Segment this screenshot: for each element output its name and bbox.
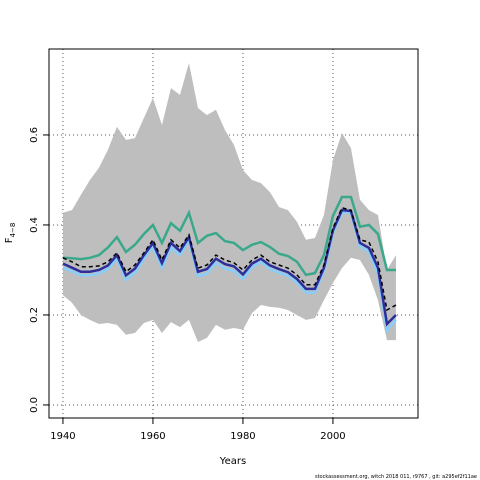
x-tick-label: 1960 bbox=[140, 431, 165, 442]
y-tick-label: 0.0 bbox=[29, 397, 40, 413]
x-tick-label: 1980 bbox=[230, 431, 255, 442]
series-line bbox=[62, 195, 396, 277]
series-line bbox=[62, 206, 397, 312]
y-axis-label-main: F bbox=[4, 237, 15, 243]
y-tick-label: 0.6 bbox=[29, 127, 40, 143]
confidence-band bbox=[62, 62, 396, 342]
footer: stockassessment.org, witch 2018 011, r97… bbox=[315, 474, 477, 480]
series-line bbox=[62, 208, 397, 327]
y-tick-label: 0.2 bbox=[29, 307, 40, 323]
y-axis-label-sub: 4−8 bbox=[9, 223, 17, 238]
y-tick-label: 0.4 bbox=[29, 217, 40, 233]
plot-frame bbox=[48, 48, 419, 419]
x-tick-label: 2000 bbox=[320, 431, 345, 442]
y-axis-label: F4−8 bbox=[4, 223, 17, 244]
x-tick-label: 1940 bbox=[50, 431, 75, 442]
x-axis-label: Years bbox=[219, 456, 246, 467]
